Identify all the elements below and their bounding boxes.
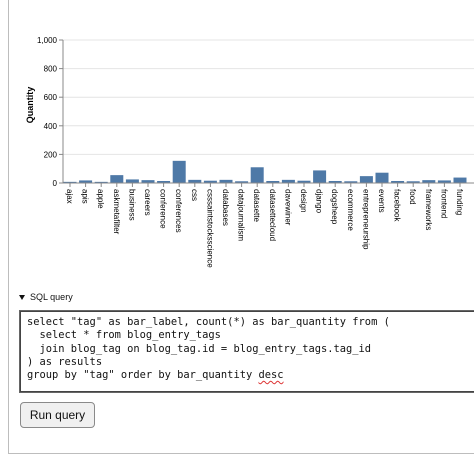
x-tick-label: apple bbox=[96, 189, 105, 209]
sql-editor[interactable]: select "tag" as bar_label, count(*) as b… bbox=[19, 310, 474, 393]
bar[interactable] bbox=[250, 167, 264, 183]
bar[interactable] bbox=[141, 180, 155, 183]
bars bbox=[63, 160, 467, 183]
x-tick-label: dogsheep bbox=[330, 189, 339, 225]
bar[interactable] bbox=[266, 180, 280, 183]
bar[interactable] bbox=[406, 181, 420, 183]
bar[interactable] bbox=[110, 175, 124, 183]
bar[interactable] bbox=[219, 179, 233, 183]
x-tick-label: django bbox=[315, 189, 324, 214]
x-tick-label: food bbox=[408, 189, 417, 205]
bar[interactable] bbox=[437, 180, 451, 183]
y-tick-label: 200 bbox=[44, 150, 58, 159]
x-tick-label: events bbox=[377, 189, 386, 213]
x-tick-label: askmetafilter bbox=[112, 189, 121, 235]
bar[interactable] bbox=[94, 181, 108, 183]
bar[interactable] bbox=[125, 179, 139, 183]
bar[interactable] bbox=[359, 176, 373, 183]
bar[interactable] bbox=[157, 180, 171, 183]
x-tick-label: conference bbox=[159, 189, 168, 229]
sql-query-toggle[interactable]: SQL query bbox=[19, 292, 73, 302]
x-tick-label: design bbox=[299, 189, 308, 213]
run-query-button[interactable]: Run query bbox=[20, 402, 95, 428]
sql-line: join blog_tag on blog_tag.id = blog_entr… bbox=[27, 342, 372, 355]
x-tick-label: databases bbox=[221, 189, 230, 226]
x-tick-label: ajax bbox=[65, 189, 74, 204]
x-tick-label: business bbox=[127, 189, 136, 221]
bar[interactable] bbox=[297, 180, 311, 183]
bar[interactable] bbox=[63, 181, 77, 183]
grid bbox=[63, 39, 474, 184]
x-tick-label: funding bbox=[455, 189, 464, 215]
x-tick-label: datasettecloud bbox=[268, 189, 277, 241]
bar[interactable] bbox=[422, 180, 436, 183]
x-tick-label: apis bbox=[81, 189, 90, 204]
bar[interactable] bbox=[453, 177, 467, 183]
y-tick-label: 1,000 bbox=[37, 36, 58, 45]
bar[interactable] bbox=[344, 181, 358, 183]
x-tick-label: datasette bbox=[252, 189, 261, 222]
y-tick-label: 600 bbox=[44, 93, 58, 102]
y-tick-label: 800 bbox=[44, 65, 58, 74]
x-tick-label: frontend bbox=[439, 189, 448, 218]
sql-line: select * from blog_entry_tags bbox=[27, 329, 221, 342]
x-tick-label: css bbox=[190, 189, 199, 201]
x-tick-label: davewiner bbox=[283, 189, 292, 226]
axes: 0 200 400 600 800 1,000 ajax apis apple askmetafi… bbox=[37, 36, 474, 268]
disclosure-triangle-icon bbox=[19, 294, 25, 300]
bar[interactable] bbox=[79, 180, 93, 183]
bar[interactable] bbox=[188, 179, 202, 183]
sql-query-label: SQL query bbox=[30, 292, 73, 302]
y-tick-label: 400 bbox=[44, 122, 58, 131]
x-tick-label: conferences bbox=[174, 189, 183, 233]
bar[interactable] bbox=[375, 172, 389, 183]
x-tick-label: csssaintstocksscience bbox=[205, 189, 214, 268]
bar[interactable] bbox=[172, 160, 186, 183]
y-tick-label: 0 bbox=[53, 179, 58, 188]
bar[interactable] bbox=[235, 181, 249, 183]
bar-chart: 0 200 400 600 800 1,000 ajax apis apple askmetafi… bbox=[25, 36, 474, 268]
sql-line: group by "tag" order by bar_quantity bbox=[27, 369, 259, 382]
bar[interactable] bbox=[313, 170, 327, 183]
y-axis-label: Quantity bbox=[25, 87, 35, 124]
bar[interactable] bbox=[203, 180, 217, 183]
sql-line: ) as results bbox=[27, 355, 103, 368]
sql-line: select "tag" as bar_label, count(*) as b… bbox=[27, 316, 390, 328]
x-tick-label: frameworks bbox=[424, 189, 433, 230]
x-tick-label: entrepreneurship bbox=[361, 189, 370, 250]
bar[interactable] bbox=[281, 179, 295, 183]
bar[interactable] bbox=[391, 180, 405, 183]
sql-spellcheck-word: desc bbox=[258, 369, 284, 382]
x-tick-label: facebook bbox=[393, 189, 402, 222]
x-tick-label: ecommerce bbox=[346, 189, 355, 231]
x-tick-label: datajournalism bbox=[237, 189, 246, 241]
bar[interactable] bbox=[328, 180, 342, 183]
x-tick-label: careers bbox=[143, 189, 152, 216]
